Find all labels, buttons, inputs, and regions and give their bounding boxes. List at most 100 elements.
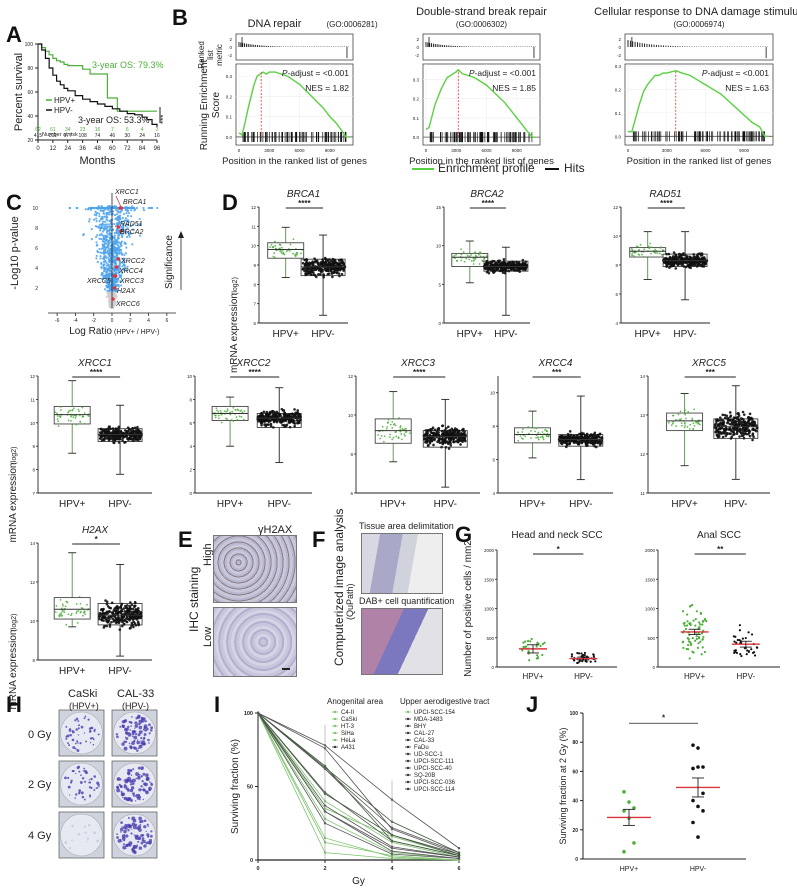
data-point [133, 605, 136, 609]
gsea-subtitle: (GO:0006281) [327, 20, 378, 29]
data-point [545, 430, 548, 433]
data-point [294, 412, 298, 416]
data-point [392, 436, 395, 439]
data-point [435, 431, 438, 435]
xrcc1-pointer [115, 195, 122, 208]
data-point [399, 430, 402, 433]
gsea-xlabel: Position in the ranked list of genes [409, 156, 554, 167]
category-label: HPV+ [272, 329, 299, 340]
y-axis-label-sub: (log2) [232, 277, 239, 295]
volcano-point [123, 261, 126, 264]
data-point [70, 614, 72, 617]
data-point [307, 263, 311, 267]
volcano-point [123, 259, 126, 262]
data-point [281, 252, 283, 255]
volcano-point [108, 279, 111, 282]
volcano-point [97, 205, 100, 208]
data-point [576, 435, 580, 438]
volcano-point [122, 263, 126, 266]
data-point [395, 435, 398, 438]
gsea-subtitle: (GO:0006974) [673, 20, 724, 29]
nes-label: NES = 1.63 [725, 83, 769, 93]
data-point [75, 603, 78, 605]
y-tick-label: 1000 [484, 607, 495, 612]
data-point [409, 432, 411, 435]
data-point [686, 620, 689, 623]
box-hpv-pos [629, 247, 667, 258]
data-point [695, 421, 697, 424]
data-point [217, 414, 220, 417]
data-point [317, 272, 320, 276]
data-point [122, 622, 126, 626]
data-point [334, 267, 337, 271]
data-point [305, 258, 309, 262]
data-point [136, 620, 140, 624]
data-point [529, 640, 532, 643]
data-point [515, 260, 518, 264]
panel-label-j: J [526, 692, 539, 717]
data-point [479, 251, 481, 254]
data-point [701, 623, 704, 626]
data-point [263, 420, 266, 423]
data-point [740, 432, 743, 435]
data-point [718, 422, 722, 425]
volcano-point [117, 230, 120, 233]
legend-label-hpv-pos: HPV+ [54, 96, 75, 105]
data-point [382, 440, 385, 443]
data-point [630, 254, 633, 256]
data-point [77, 408, 80, 411]
data-point [745, 652, 748, 656]
category-label: HPV+ [684, 672, 705, 681]
data-point [738, 624, 742, 627]
data-point [56, 415, 59, 417]
data-point [389, 423, 392, 426]
data-point [668, 256, 671, 260]
volcano-point [118, 268, 121, 272]
data-point [109, 615, 113, 618]
data-point [111, 427, 115, 430]
data-point [539, 436, 542, 439]
volcano-point [103, 269, 106, 272]
y-tick-label: 8 [350, 452, 353, 457]
volcano-point [109, 206, 112, 209]
volcano-point [100, 223, 103, 226]
data-point [522, 428, 524, 431]
volcano-point [119, 232, 123, 235]
volcano-point [95, 212, 98, 215]
data-point [744, 636, 747, 640]
volcano-point [106, 208, 110, 211]
dotplot-title: Head and neck SCC [511, 530, 602, 541]
data-point [133, 434, 137, 438]
data-point [748, 434, 752, 438]
data-point [444, 427, 448, 430]
data-point [111, 611, 115, 615]
panel-label-c: C [6, 190, 22, 215]
data-point [527, 426, 530, 428]
x-tick-label: 9000 [325, 148, 336, 153]
metric-tick-label: -2 [415, 53, 419, 58]
volcano-point [88, 218, 91, 221]
data-point [438, 441, 442, 444]
data-point [509, 267, 513, 271]
volcano-point [90, 237, 94, 241]
data-point [108, 625, 112, 628]
data-point [592, 653, 595, 656]
data-point [684, 409, 687, 412]
data-point [123, 441, 126, 444]
volcano-point [109, 238, 112, 241]
data-point [692, 253, 695, 256]
data-point [686, 648, 690, 651]
data-point [226, 408, 229, 411]
nes-label: NES = 1.82 [305, 83, 349, 93]
data-point [216, 409, 218, 412]
data-point [136, 608, 139, 611]
data-point [133, 622, 137, 625]
volcano-point [117, 215, 120, 218]
x-tick-label: 12 [50, 146, 57, 152]
data-point [106, 436, 110, 440]
volcano-point [112, 243, 115, 246]
data-point [269, 422, 273, 426]
data-point [727, 432, 731, 435]
y-tick-label: 0.2 [413, 97, 420, 102]
data-point [499, 269, 503, 273]
